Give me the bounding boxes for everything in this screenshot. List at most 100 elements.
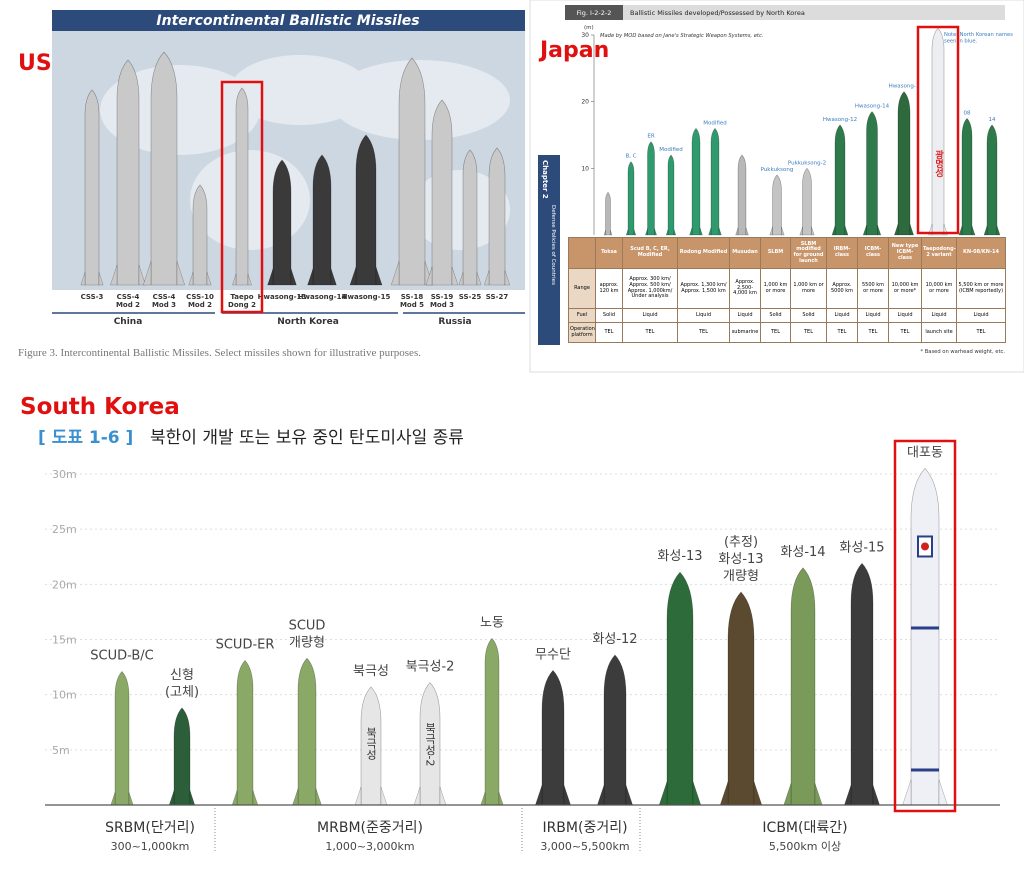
table-row: Range approx. 120 km Approx. 300 km/ Appro… [568,268,1006,309]
us-group-label: North Korea [277,317,339,327]
us-missile-label: SS-19 Mod 3 [430,293,454,309]
us-caption: Figure 3. Intercontinental Ballistic Mis… [18,347,421,359]
label-line: Hwasong-14 [298,293,347,301]
us-missile-label: CSS-4 Mod 3 [152,293,176,309]
table-cell: Liquid [888,308,922,323]
us-missile-label: Hwasong-13 [258,293,307,301]
fig-tag [565,5,623,20]
flag-star [921,542,929,551]
y-tick-label: 15m [52,634,77,647]
missile [488,147,506,286]
label-line: 북극성 [353,664,389,679]
group-range: 3,000~5,500km [540,840,629,853]
header-row: Toksa Scud B, C, ER, Modified Rodong Modif… [568,237,1006,269]
column-header: New type ICBM-class [888,237,922,269]
table-cell: TEL [622,322,678,343]
fins [267,268,297,286]
source-note: Made by MOD based on Jane's Strategic We… [600,33,763,39]
label-line: Hwasong-15 [342,293,391,301]
footnote: * Based on warhead weight, etc. [920,349,1005,355]
fins [232,274,252,286]
map-shape [190,150,310,250]
y-tick-label: 30 [581,32,589,39]
fig-bar [565,5,1005,20]
missile [667,154,675,236]
missile-label: (추정) 화성-13 개량형 [718,535,763,584]
missile-label: 신형 (고체) [165,668,199,700]
label-line: Mod 5 [400,301,424,309]
missile-label: 화성-14 [780,545,825,560]
table-cell: 5500 km or more [857,268,889,309]
missile [431,99,453,286]
table-cell: TEL [888,322,922,343]
highlight-box [893,439,957,813]
missile [541,669,565,806]
color-note: Note: North Korean names seen in blue. [944,32,1013,45]
group-range: 300~1,000km [111,840,190,853]
missile [772,174,782,236]
missile [802,167,812,236]
missile [297,657,317,806]
japan-title: Ballistic Missiles developed/Possessed b… [630,9,805,17]
missile [790,567,816,806]
table-cell: Approx. 1,300 km/ Approx. 1,500 km [677,268,730,309]
label-line: 화성-15 [839,540,884,555]
group-name: ICBM(대륙간) [762,820,847,836]
table-cell: 10,000 km or more* [888,268,922,309]
missile-label: Pukkuksong [761,167,794,173]
missile-label: Modified [703,120,726,126]
label-line: (고체) [165,685,199,700]
table-cell: Liquid [956,308,1006,323]
table-cell: Liquid [729,308,761,323]
band [911,768,939,772]
note-line: Note: North Korean names [944,32,1013,38]
us-title-bar [52,10,525,31]
label-line: Mod 3 [152,301,176,309]
fins [799,226,815,236]
table-cell: submarine [729,322,761,343]
column-header: Musudan [729,237,761,269]
missile [727,591,755,806]
fins [603,230,613,236]
table-cell: TEL [826,322,858,343]
us-missile-label: CSS-3 [81,293,104,301]
label-line: SS-18 [401,293,424,301]
table-cell: Liquid [857,308,889,323]
missile [419,682,441,806]
japan-label: Japan [538,38,609,63]
table-cell: TEL [760,322,791,343]
missile [910,468,940,806]
label-line: Hwasong-13 [258,293,307,301]
fig-number: Fig. I-2-2-2 [577,9,612,17]
missile-label: 북극성-2 [406,660,455,675]
missile [647,141,655,236]
column-header: Toksa [595,237,623,269]
y-tick-label: 10 [581,165,589,172]
missile-label: B, C [625,154,636,160]
label-line: Mod 2 [188,301,212,309]
column-header: Scud B, C, ER, Modified [622,237,678,269]
fins [665,229,677,236]
group-name: SRBM(단거리) [105,820,195,836]
table-row: Fuel Solid Liquid Liquid Liquid Solid Solid Liq… [568,308,1006,323]
missile-label: Modified [659,147,682,153]
column-header: IRBM-class [826,237,858,269]
table-cell: 1,000 km or more [760,268,791,309]
table-cell: Liquid [826,308,858,323]
fins [142,261,186,286]
y-tick-label: 10m [52,689,77,702]
us-label: US [18,51,52,76]
note-line: seen in blue. [944,39,978,45]
missile [627,161,635,236]
body-text: 북극성 [365,727,378,760]
us-missile-label: CSS-10 Mod 2 [186,293,214,309]
missile [355,134,377,286]
y-tick-label: 20m [52,578,77,591]
column-header: SLBM modified for ground launch [790,237,827,269]
fins [188,272,212,286]
us-missile-label: SS-25 [459,293,482,301]
label-line: SS-27 [486,293,509,301]
missile [866,111,878,236]
taepodong-text: 광명성 [933,149,943,178]
label-line: 개량형 [289,635,325,650]
